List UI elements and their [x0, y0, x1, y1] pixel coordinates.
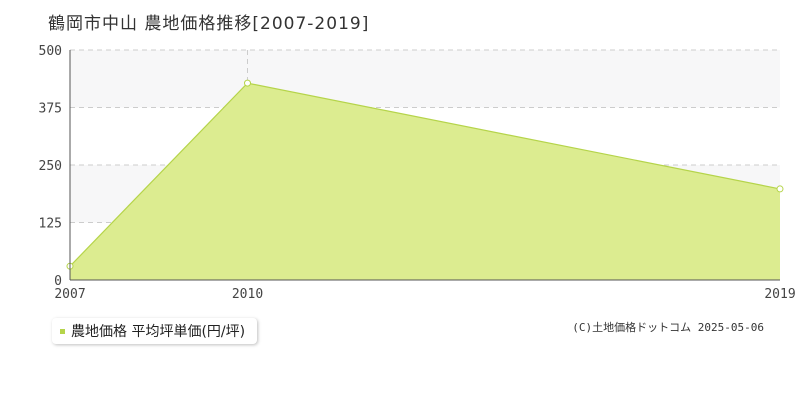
chart-title: 鶴岡市中山 農地価格推移[2007-2019] — [48, 14, 370, 34]
area-chart: 0 125 250 375 500 2007 2010 2019 — [39, 44, 796, 300]
y-tick-label: 250 — [39, 159, 62, 174]
legend-label: 農地価格 平均坪単価(円/坪) — [71, 324, 246, 340]
data-point — [244, 79, 251, 87]
series-area-layer — [66, 79, 784, 281]
y-tick-label: 500 — [39, 44, 62, 59]
x-tick-label: 2010 — [232, 287, 263, 300]
x-tick-label: 2007 — [54, 287, 85, 300]
series-area — [70, 83, 780, 281]
y-tick-label: 0 — [54, 274, 62, 289]
legend: 農地価格 平均坪単価(円/坪) — [52, 318, 258, 344]
y-tick-label: 375 — [39, 102, 62, 117]
grid-band — [70, 50, 780, 108]
axes — [69, 50, 780, 281]
x-tick-label: 2019 — [764, 287, 795, 300]
data-point — [776, 185, 784, 193]
legend-swatch-icon — [60, 328, 65, 334]
tick-labels: 0 125 250 375 500 2007 2010 2019 — [39, 44, 796, 300]
copyright-text: (C)土地価格ドットコム 2025-05-06 — [572, 321, 764, 334]
y-tick-label: 125 — [39, 217, 62, 232]
